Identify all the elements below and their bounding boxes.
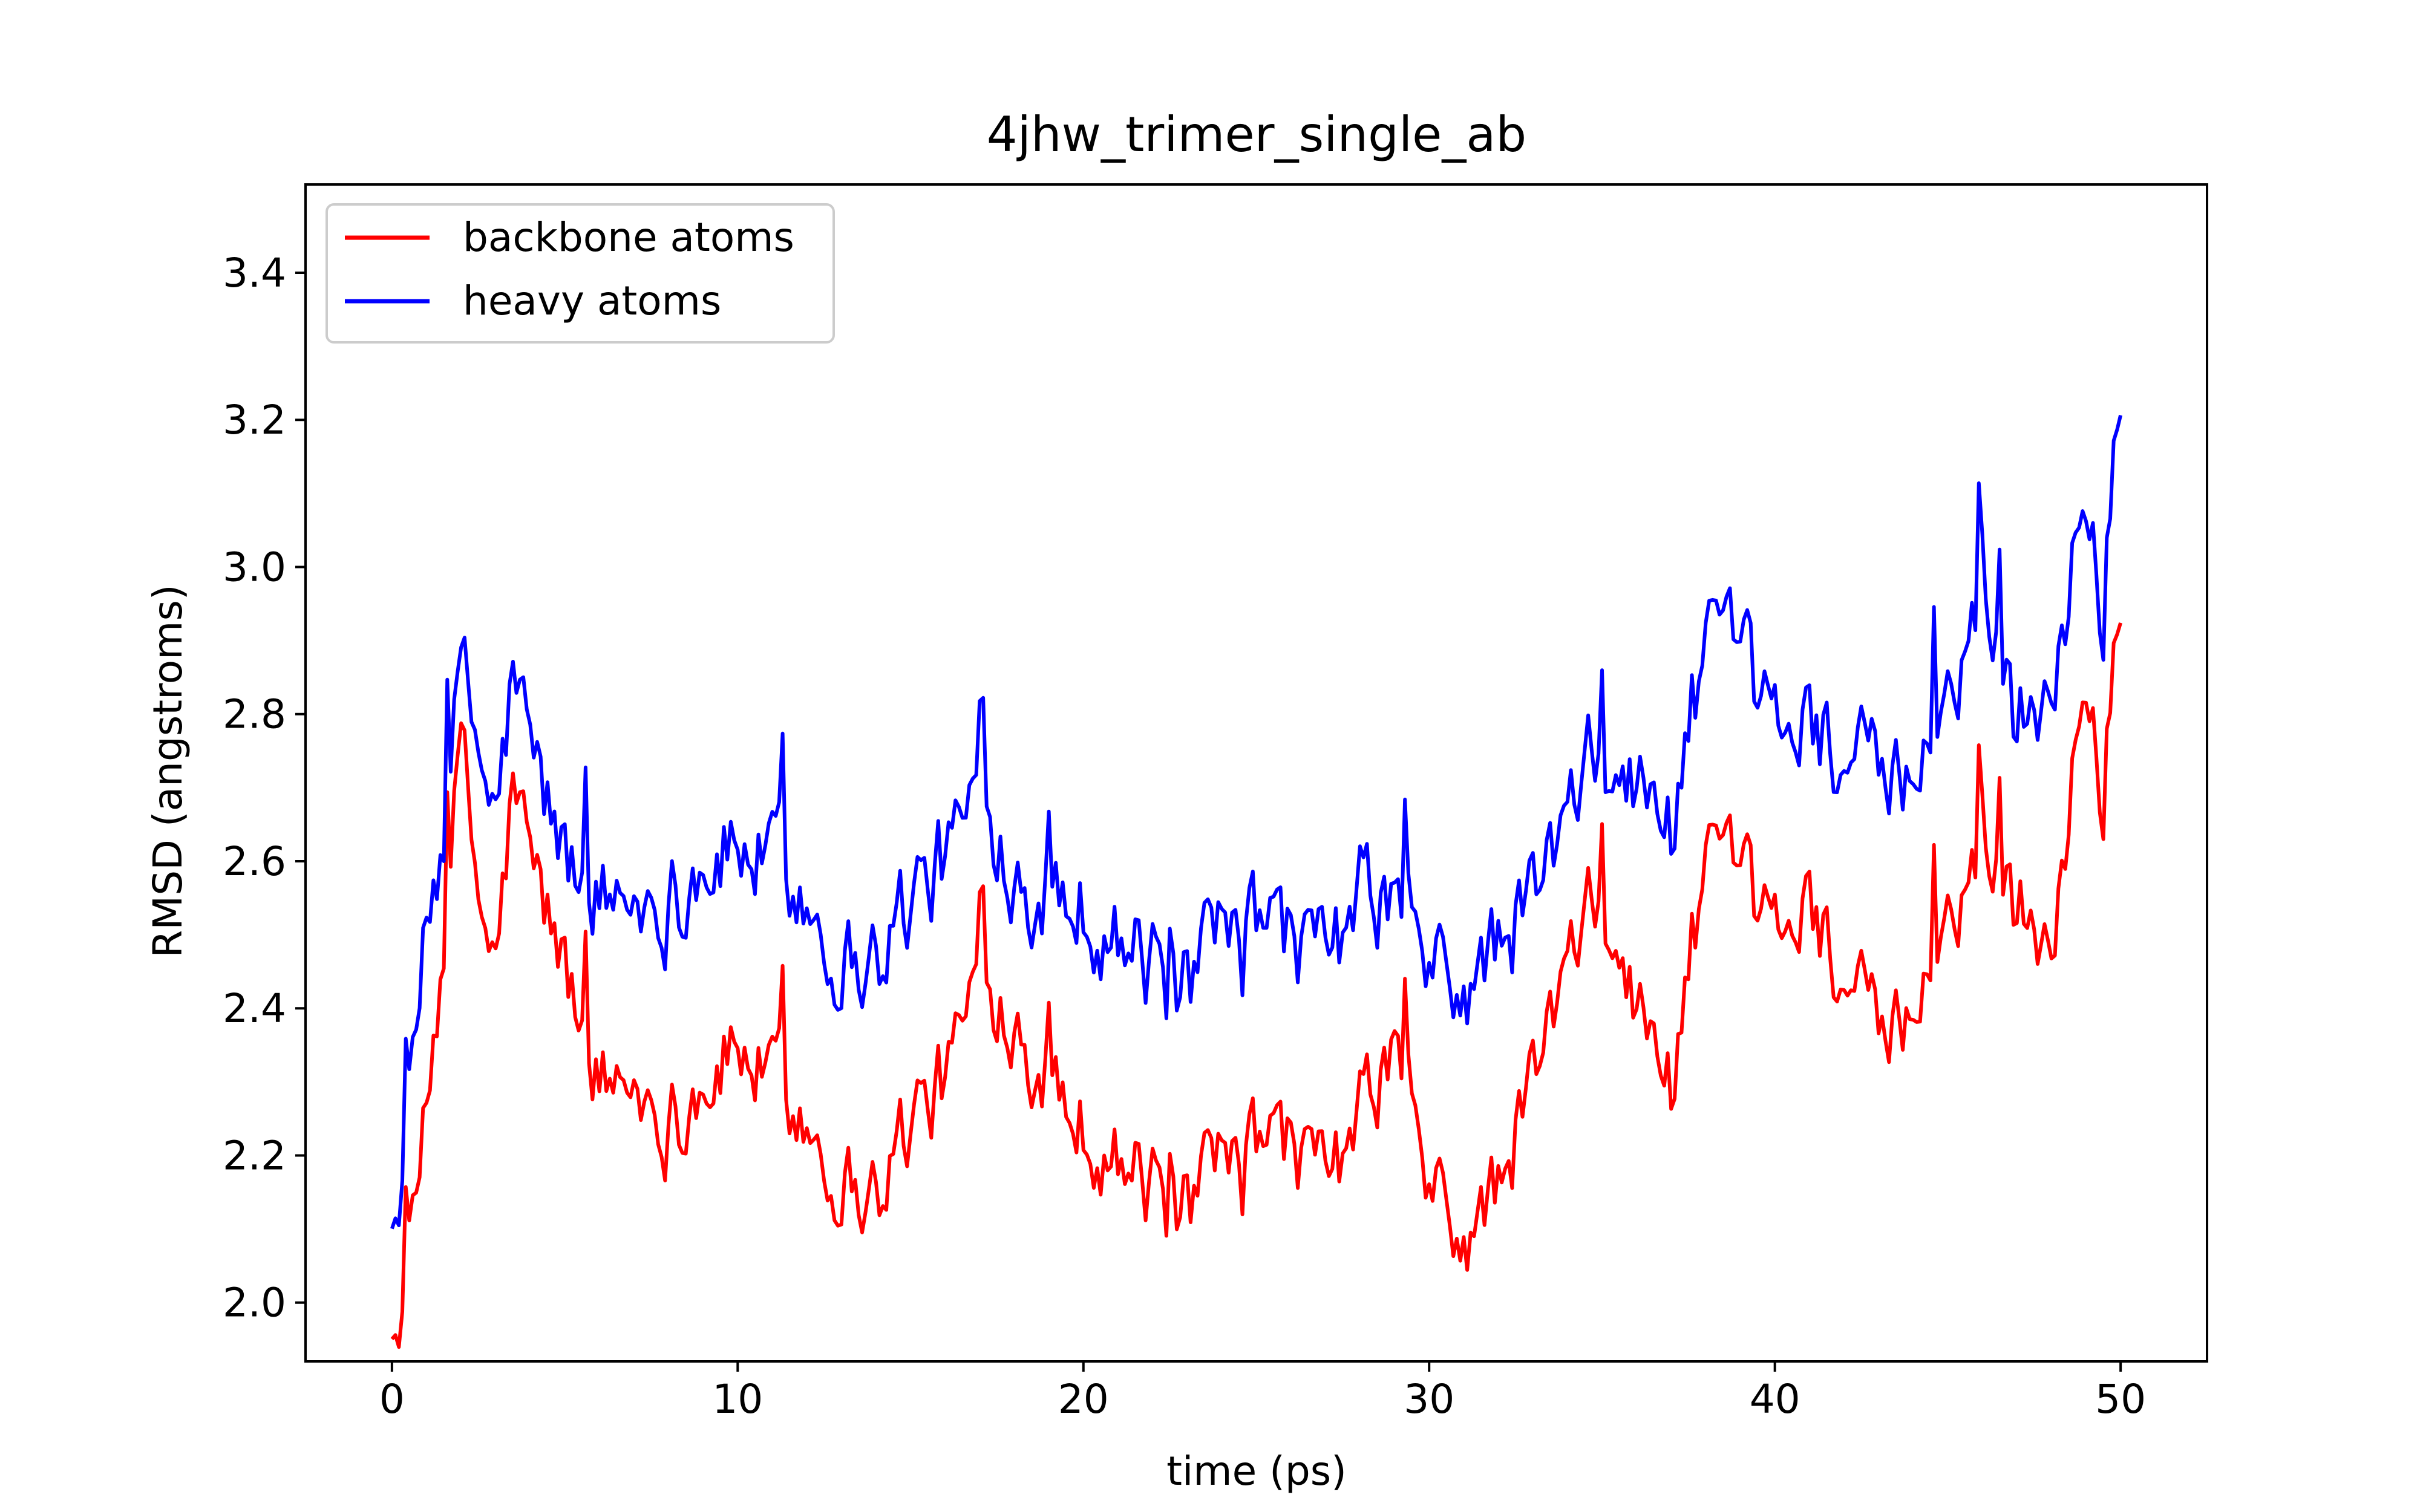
x-tick-label: 20 [1058,1376,1109,1422]
plot-area [304,183,2208,1363]
data-lines [390,414,2123,1349]
y-tick-label: 3.2 [223,397,286,443]
y-tick-label: 2.2 [223,1132,286,1179]
legend-label-backbone: backbone atoms [463,214,794,261]
y-axis-label: RMSD (angstroms) [145,584,191,957]
y-tick-label: 2.0 [223,1280,286,1326]
series-line-backbone-atoms [390,622,2122,1349]
axes-frame [304,183,2208,1363]
legend-box [325,203,835,344]
y-tick-label: 3.0 [223,544,286,590]
y-tick-label: 3.4 [223,250,286,296]
y-tick-label: 2.4 [223,985,286,1032]
y-axis-ticks: 2.0 2.2 2.4 2.6 2.8 3.0 3.2 3.4 [223,250,306,1326]
x-tick-label: 50 [2095,1376,2146,1422]
x-tick-label: 40 [1750,1376,1800,1422]
x-tick-label: 30 [1404,1376,1454,1422]
x-axis-label: time (ps) [1166,1448,1347,1494]
x-axis-ticks: 0 10 20 30 40 50 [379,1361,2146,1422]
legend-label-heavy: heavy atoms [463,278,721,324]
y-tick-label: 2.6 [223,838,286,885]
y-tick-label: 2.8 [223,691,286,738]
x-tick-label: 10 [712,1376,763,1422]
x-tick-label: 0 [379,1376,405,1422]
series-line-heavy-atoms [390,414,2123,1230]
chart-title: 4jhw_trimer_single_ab [987,106,1526,163]
legend: backbone atoms heavy atoms [325,203,835,344]
